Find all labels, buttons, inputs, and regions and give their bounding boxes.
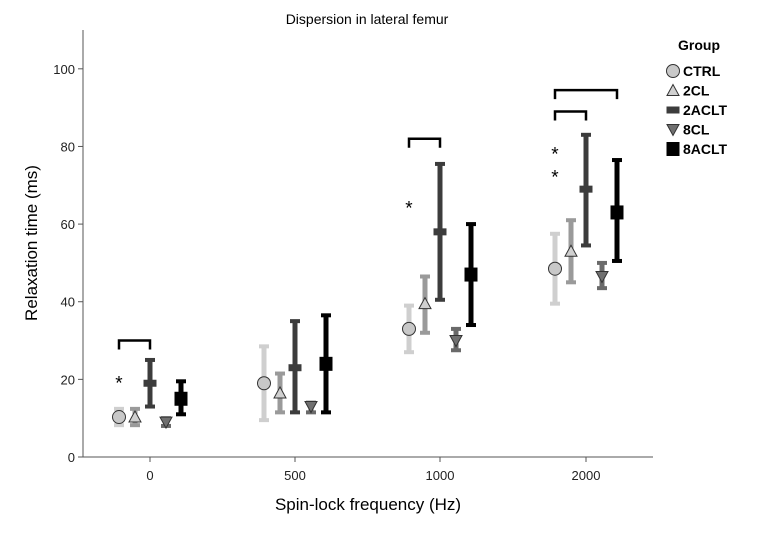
mean-marker: [579, 185, 593, 193]
x-axis-title: Spin-lock frequency (Hz): [275, 495, 461, 514]
series-2cl: [128, 218, 578, 428]
significance-asterisk: *: [551, 168, 559, 189]
legend: Group CTRL 2CL 2ACLT 8CL 8ACLT: [666, 37, 728, 157]
mean-marker: [402, 321, 416, 336]
legend-item-8aclt: 8ACLT: [666, 141, 728, 157]
legend-marker: [666, 64, 680, 78]
legend-marker: [666, 83, 680, 96]
legend-label: 8CL: [683, 122, 710, 138]
series-layer: [112, 132, 624, 430]
y-axis-title: Relaxation time (ms): [22, 165, 41, 321]
significance-asterisk: *: [115, 373, 123, 394]
mean-marker: [595, 270, 609, 284]
series-2aclt: [143, 132, 593, 415]
significance-bracket: [117, 339, 152, 350]
x-tick-label: 500: [284, 468, 306, 483]
mean-marker: [418, 296, 432, 310]
mean-marker: [112, 410, 126, 425]
y-tick-label: 80: [61, 139, 75, 154]
legend-item-2aclt: 2ACLT: [666, 102, 728, 118]
mean-marker: [433, 228, 447, 236]
mean-marker: [128, 409, 142, 423]
mean-marker: [564, 244, 578, 257]
y-tick-label: 0: [68, 450, 75, 465]
legend-item-2cl: 2CL: [666, 83, 710, 99]
mean-marker: [174, 391, 188, 406]
y-tick-label: 60: [61, 217, 75, 232]
mean-marker: [143, 379, 157, 387]
legend-label: 2ACLT: [683, 102, 728, 118]
mean-marker: [159, 416, 173, 430]
legend-item-8cl: 8CL: [666, 122, 710, 138]
chart-title: Dispersion in lateral femur: [286, 11, 449, 27]
legend-marker: [666, 106, 680, 114]
y-tick-label: 100: [53, 62, 75, 77]
y-tick-label: 20: [61, 372, 75, 387]
x-tick-label: 2000: [572, 468, 601, 483]
mean-marker: [288, 364, 302, 372]
legend-label: 2CL: [683, 83, 710, 99]
mean-marker: [449, 335, 463, 348]
y-axis-ticks: 0 20 40 60 80 100: [53, 62, 83, 465]
series-8cl: [159, 260, 609, 430]
significance-asterisk: *: [551, 144, 559, 165]
plot-area: 0 20 40 60 80 100 0 500 1000 2000 * * * *: [53, 30, 653, 483]
significance-layer: * * * *: [115, 88, 619, 394]
series-8aclt: [174, 158, 624, 417]
x-tick-label: 0: [146, 468, 153, 483]
legend-title: Group: [678, 37, 720, 53]
y-tick-label: 40: [61, 295, 75, 310]
legend-marker: [666, 124, 680, 137]
mean-marker: [304, 401, 318, 414]
significance-bracket: [553, 88, 619, 100]
mean-marker: [610, 205, 624, 220]
legend-item-ctrl: CTRL: [666, 63, 721, 79]
mean-marker: [273, 385, 287, 399]
mean-marker: [319, 356, 333, 371]
x-tick-label: 1000: [426, 468, 455, 483]
mean-marker: [464, 267, 478, 282]
mean-marker: [548, 261, 562, 276]
series-ctrl: [112, 231, 562, 428]
legend-label: 8ACLT: [683, 141, 728, 157]
legend-label: CTRL: [683, 63, 721, 79]
x-axis-ticks: 0 500 1000 2000: [146, 457, 600, 483]
significance-bracket: [553, 110, 588, 121]
significance-asterisk: *: [405, 199, 413, 220]
significance-bracket: [407, 137, 442, 148]
legend-marker: [666, 142, 680, 156]
mean-marker: [257, 376, 271, 391]
